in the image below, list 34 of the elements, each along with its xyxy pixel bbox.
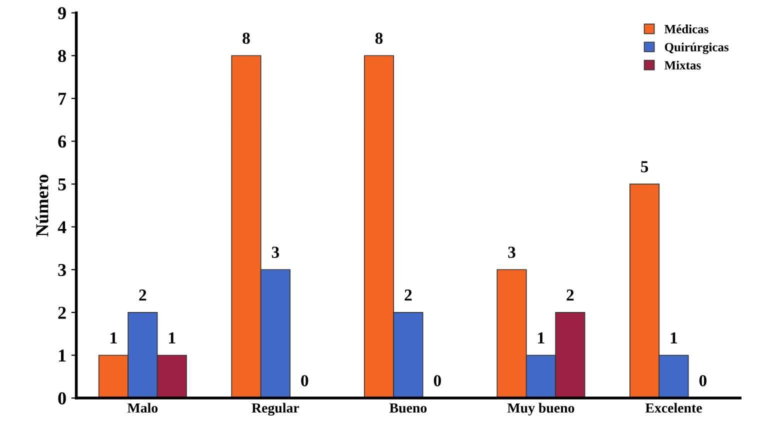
data-label: 8 bbox=[242, 32, 250, 44]
legend-label: Mixtas bbox=[664, 60, 701, 70]
x-tick-label: Muy bueno bbox=[507, 402, 574, 416]
data-label: 2 bbox=[566, 290, 574, 301]
y-tick-label: 2 bbox=[58, 306, 66, 319]
y-tick-label: 8 bbox=[58, 50, 66, 62]
data-label: 1 bbox=[670, 332, 678, 344]
x-tick-label: Excelente bbox=[645, 402, 702, 413]
data-label: 1 bbox=[110, 332, 117, 344]
y-tick-label: 5 bbox=[58, 178, 66, 190]
data-label: 0 bbox=[301, 375, 308, 386]
y-tick-label: 9 bbox=[58, 7, 66, 20]
data-label: 1 bbox=[169, 332, 176, 344]
data-label: 0 bbox=[699, 375, 706, 386]
x-tick-label: Regular bbox=[252, 402, 300, 416]
legend-label: Médicas bbox=[664, 24, 708, 34]
y-tick-label: 1 bbox=[58, 350, 66, 362]
data-label: 0 bbox=[434, 375, 441, 386]
x-tick-label: Bueno bbox=[390, 403, 427, 413]
y-tick-label: 3 bbox=[58, 264, 66, 276]
y-tick-label: 6 bbox=[58, 136, 66, 148]
y-axis-title: Número bbox=[36, 174, 48, 237]
y-tick-label: 7 bbox=[58, 92, 66, 105]
data-label: 3 bbox=[508, 246, 516, 258]
data-label: 8 bbox=[375, 32, 383, 44]
data-label: 2 bbox=[404, 290, 412, 301]
legend-label: Quirúrgicas bbox=[664, 42, 729, 54]
y-tick-label: 0 bbox=[58, 392, 66, 404]
data-label: 2 bbox=[139, 290, 146, 301]
data-label: 1 bbox=[538, 332, 544, 344]
data-label: 3 bbox=[272, 246, 280, 258]
data-label: 5 bbox=[641, 161, 648, 172]
x-tick-label: Malo bbox=[127, 402, 158, 413]
y-tick-label: 4 bbox=[58, 221, 66, 234]
